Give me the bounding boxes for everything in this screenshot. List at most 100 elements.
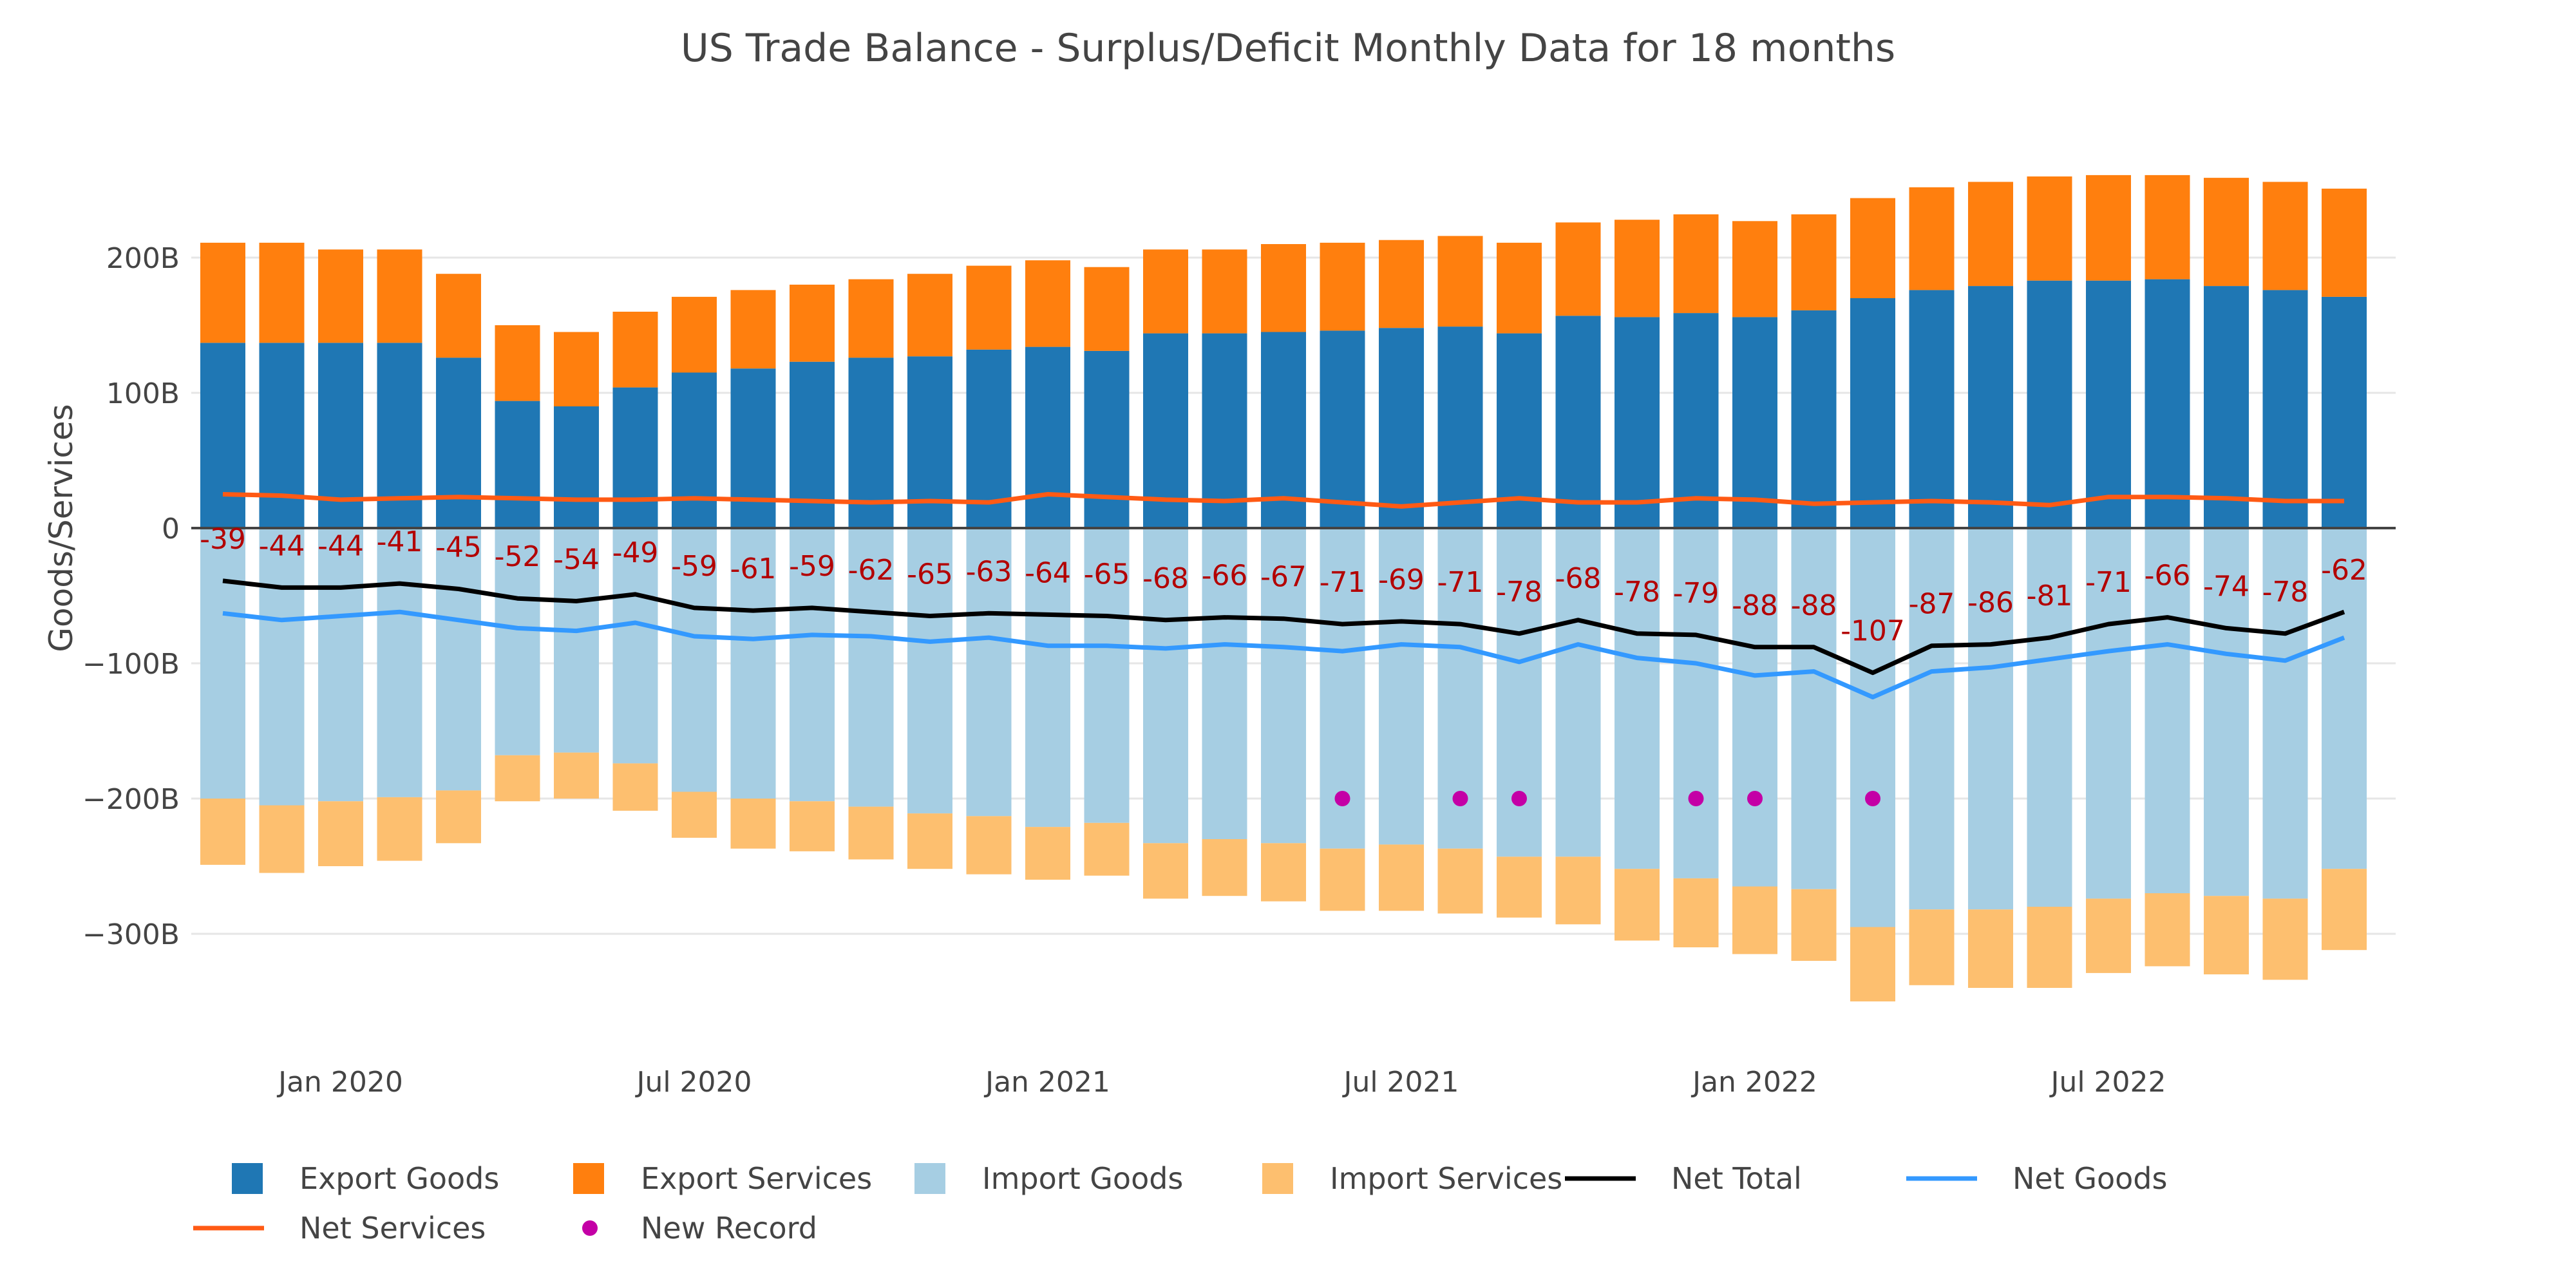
bar-import-services xyxy=(1379,844,1424,911)
bar-export-services xyxy=(2027,176,2072,281)
bar-import-goods xyxy=(1791,528,1837,889)
bar-export-goods xyxy=(1968,286,2013,528)
net-total-label: -64 xyxy=(1025,556,1071,589)
net-total-label: -68 xyxy=(1142,562,1189,595)
bar-import-services xyxy=(1202,839,1247,896)
net-total-label: -59 xyxy=(671,550,717,583)
new-record-marker xyxy=(1452,791,1468,806)
bar-export-services xyxy=(2086,175,2131,281)
bar-import-goods xyxy=(2027,528,2072,907)
bar-import-goods xyxy=(377,528,422,797)
legend-item-import-goods[interactable]: Import Goods xyxy=(914,1161,1183,1196)
legend-item-import-services[interactable]: Import Services xyxy=(1262,1161,1562,1196)
new-record-marker xyxy=(1747,791,1763,806)
net-total-label: -86 xyxy=(1967,587,2014,620)
line-net-goods xyxy=(222,609,2345,699)
bar-import-services xyxy=(2262,898,2308,980)
bar-import-services xyxy=(612,763,658,811)
bar-export-goods xyxy=(1555,316,1601,528)
bar-import-goods xyxy=(1909,528,1955,910)
bar-import-goods xyxy=(200,528,245,799)
bar-export-goods xyxy=(1615,317,1660,528)
bar-import-goods xyxy=(1084,528,1130,823)
y-tick-label: −300B xyxy=(82,918,180,951)
bar-export-services xyxy=(907,274,952,357)
bar-import-goods xyxy=(966,528,1012,817)
bar-export-goods xyxy=(1850,298,1895,528)
bar-export-services xyxy=(436,274,481,358)
bar-import-goods xyxy=(1143,528,1188,844)
net-total-label: -66 xyxy=(2145,560,2191,592)
bar-export-goods xyxy=(1673,313,1719,528)
bar-export-goods xyxy=(200,343,245,528)
bar-import-services xyxy=(1555,857,1601,925)
x-tick-label: Jan 2020 xyxy=(276,1066,403,1099)
bar-export-services xyxy=(318,249,363,343)
bar-import-services xyxy=(1497,857,1542,918)
legend-swatch xyxy=(582,1220,598,1236)
bar-import-services xyxy=(1143,843,1188,899)
bar-export-services xyxy=(200,242,245,343)
net-total-label: -67 xyxy=(1260,561,1307,594)
bar-export-services xyxy=(554,332,599,406)
bar-import-goods xyxy=(2086,528,2131,899)
bar-export-services xyxy=(1615,220,1660,317)
new-record-marker xyxy=(1688,791,1704,806)
bar-import-goods xyxy=(259,528,305,806)
new-record-marker xyxy=(1511,791,1527,806)
bar-import-services xyxy=(730,799,776,849)
legend-swatch xyxy=(232,1163,263,1194)
bar-export-goods xyxy=(1732,317,1777,528)
bar-export-goods xyxy=(1143,333,1188,528)
legend-item-new-record[interactable]: New Record xyxy=(582,1211,817,1245)
net-total-label: -71 xyxy=(1320,566,1366,599)
bar-import-goods xyxy=(1615,528,1660,869)
bar-export-goods xyxy=(730,368,776,528)
bar-export-goods xyxy=(1437,327,1483,528)
bar-import-goods xyxy=(1732,528,1777,887)
bar-export-services xyxy=(790,285,835,362)
net-total-label: -49 xyxy=(612,536,659,569)
bar-import-goods xyxy=(612,528,658,764)
legend-label: Import Goods xyxy=(982,1161,1183,1196)
net-total-label: -52 xyxy=(495,540,541,573)
bar-import-services xyxy=(790,801,835,851)
bar-export-services xyxy=(1732,221,1777,317)
bar-export-goods xyxy=(2262,290,2308,528)
bar-export-services xyxy=(1202,249,1247,334)
bar-import-services xyxy=(672,791,717,838)
legend-item-export-goods[interactable]: Export Goods xyxy=(232,1161,499,1196)
bar-import-goods xyxy=(2204,528,2249,896)
legend-item-net-total[interactable]: Net Total xyxy=(1565,1161,1802,1196)
line-net-total xyxy=(222,578,2345,676)
bar-export-goods xyxy=(259,343,305,528)
bar-import-goods xyxy=(907,528,952,814)
bar-export-goods xyxy=(1202,333,1247,528)
net-total-label: -78 xyxy=(1496,576,1542,609)
x-tick-label: Jul 2020 xyxy=(634,1066,752,1099)
bar-import-services xyxy=(966,816,1012,875)
new-record-marker xyxy=(1334,791,1350,806)
legend-label: Export Services xyxy=(641,1161,872,1196)
bar-export-goods xyxy=(1909,290,1955,528)
legend-item-net-services[interactable]: Net Services xyxy=(193,1211,486,1245)
bar-import-services xyxy=(318,801,363,866)
legend-item-export-services[interactable]: Export Services xyxy=(573,1161,872,1196)
net-total-label: -78 xyxy=(2262,576,2309,609)
bar-import-goods xyxy=(2145,528,2190,893)
legend-item-net-goods[interactable]: Net Goods xyxy=(1906,1161,2167,1196)
bar-import-services xyxy=(377,797,422,861)
bar-export-services xyxy=(1261,244,1306,332)
bar-import-goods xyxy=(1555,528,1601,857)
bar-export-services xyxy=(1320,242,1365,331)
bar-import-services xyxy=(554,752,599,799)
x-tick-label: Jul 2021 xyxy=(1341,1066,1459,1099)
bar-import-goods xyxy=(730,528,776,799)
bar-import-services xyxy=(1732,886,1777,954)
bar-export-services xyxy=(2204,178,2249,287)
new-record-marker xyxy=(1865,791,1880,806)
bar-import-goods xyxy=(672,528,717,792)
x-tick-label: Jan 2022 xyxy=(1690,1066,1817,1099)
bar-import-goods xyxy=(1261,528,1306,844)
